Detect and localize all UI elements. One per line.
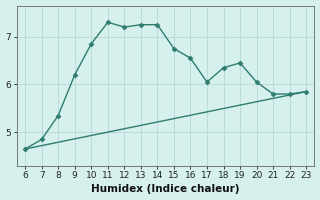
X-axis label: Humidex (Indice chaleur): Humidex (Indice chaleur) [92,184,240,194]
